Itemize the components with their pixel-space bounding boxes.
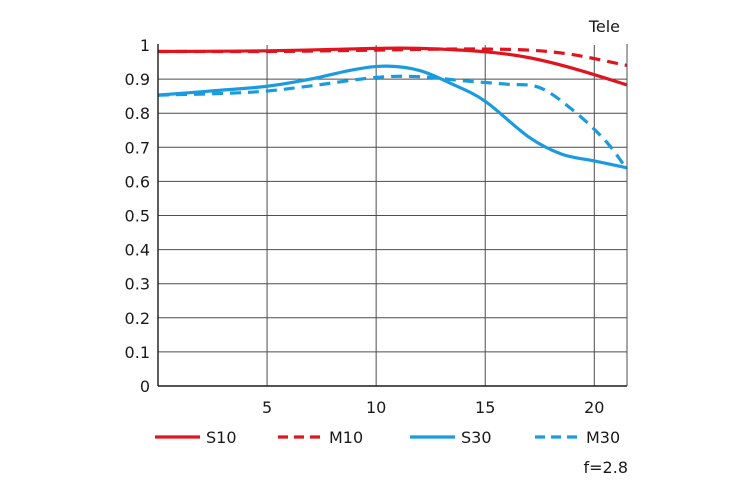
chart-title: Tele (588, 17, 620, 36)
legend: S10 M10 S30 M30 (155, 428, 620, 447)
aperture-annotation: f=2.8 (584, 458, 628, 477)
legend-label-m30: M30 (586, 428, 620, 447)
series-lines (157, 46, 629, 171)
y-tick-label: 0.2 (125, 309, 150, 328)
y-tick-label: 0.5 (125, 207, 150, 226)
y-tick-label: 0 (140, 377, 150, 396)
legend-label-m10: M10 (329, 428, 363, 447)
y-tick-label: 0.3 (125, 275, 150, 294)
legend-label-s10: S10 (206, 428, 237, 447)
x-tick-label: 15 (475, 398, 495, 417)
plot-frame (157, 44, 628, 387)
y-tick-label: 0.4 (125, 241, 150, 260)
x-tick-label: 20 (584, 398, 604, 417)
legend-label-s30: S30 (461, 428, 492, 447)
tick-labels: 00.10.20.30.40.50.60.70.80.915 10 15 20 (125, 36, 605, 417)
y-tick-label: 0.7 (125, 138, 150, 157)
y-tick-label: 0.6 (125, 172, 150, 191)
series-line-s30 (157, 64, 628, 170)
y-tick-label: 0.1 (125, 343, 150, 362)
y-tick-label: 0.9 (125, 70, 150, 89)
series-line-s10 (157, 46, 628, 87)
x-tick-label: 10 (366, 398, 386, 417)
y-tick-label: 0.8 (125, 104, 150, 123)
x-tick-label: 5 (262, 398, 272, 417)
y-tick-label: 1 (140, 36, 150, 55)
